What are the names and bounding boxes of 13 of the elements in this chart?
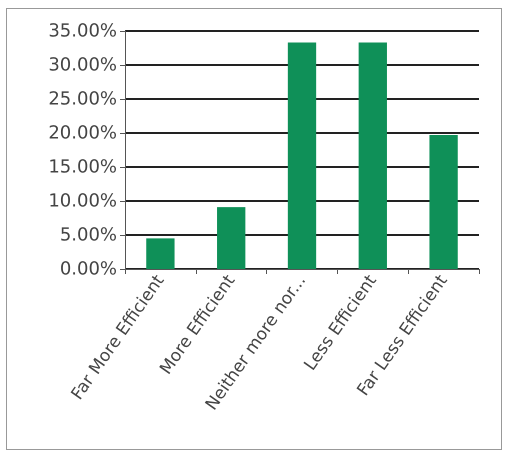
y-tick-label: 15.00% — [48, 156, 117, 178]
bar — [358, 42, 387, 269]
y-tick-label: 10.00% — [48, 190, 117, 212]
y-tick-label: 0.00% — [60, 258, 117, 280]
bar — [146, 238, 175, 269]
y-tick-label: 30.00% — [48, 54, 117, 76]
y-tick-label: 35.00% — [48, 20, 117, 42]
y-tick-label: 20.00% — [48, 122, 117, 144]
y-tick-label: 25.00% — [48, 88, 117, 110]
bar — [288, 42, 316, 269]
bar — [429, 135, 458, 269]
bar — [217, 207, 246, 269]
y-tick-label: 5.00% — [60, 224, 117, 246]
